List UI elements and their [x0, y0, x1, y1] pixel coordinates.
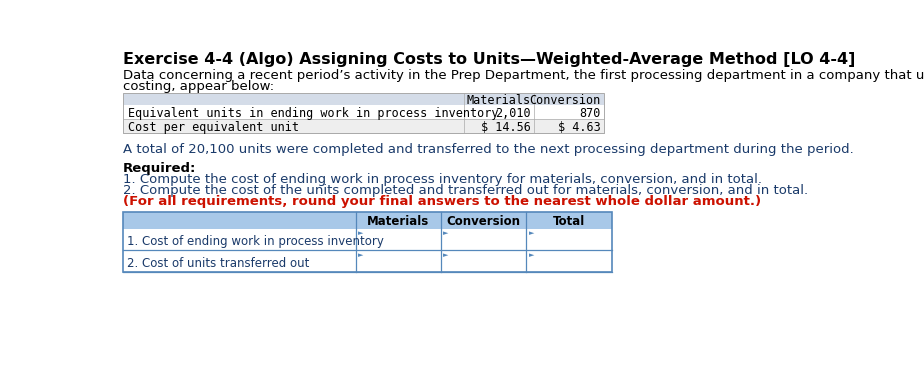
- Text: A total of 20,100 units were completed and transferred to the next processing de: A total of 20,100 units were completed a…: [123, 143, 854, 156]
- Bar: [123, 119, 603, 132]
- Text: 870: 870: [579, 107, 601, 120]
- Text: Cost per equivalent unit: Cost per equivalent unit: [128, 121, 298, 134]
- Text: ►: ►: [359, 252, 363, 258]
- Text: ►: ►: [359, 230, 363, 236]
- Text: 2. Compute the cost of the units completed and transferred out for materials, co: 2. Compute the cost of the units complet…: [123, 184, 808, 197]
- Text: ►: ►: [529, 230, 534, 236]
- Text: Conversion: Conversion: [529, 94, 601, 107]
- Text: ►: ►: [444, 230, 449, 236]
- Text: Equivalent units in ending work in process inventory: Equivalent units in ending work in proce…: [128, 107, 498, 120]
- Bar: [123, 105, 603, 119]
- Text: Conversion: Conversion: [446, 215, 520, 228]
- Text: $ 14.56: $ 14.56: [481, 121, 531, 134]
- Text: Materials: Materials: [467, 94, 531, 107]
- Text: (For all requirements, round your final answers to the nearest whole dollar amou: (For all requirements, round your final …: [123, 195, 761, 208]
- Bar: [123, 229, 612, 251]
- Text: Materials: Materials: [367, 215, 430, 228]
- Text: costing, appear below:: costing, appear below:: [123, 80, 274, 93]
- Text: ►: ►: [529, 252, 534, 258]
- Text: $ 4.63: $ 4.63: [558, 121, 601, 134]
- Text: Total: Total: [553, 215, 585, 228]
- Bar: [123, 93, 603, 132]
- Text: 2,010: 2,010: [495, 107, 531, 120]
- Text: Exercise 4-4 (Algo) Assigning Costs to Units—Weighted-Average Method [LO 4-4]: Exercise 4-4 (Algo) Assigning Costs to U…: [123, 52, 856, 68]
- Text: Required:: Required:: [123, 162, 197, 175]
- Bar: [123, 93, 603, 105]
- Text: Data concerning a recent period’s activity in the Prep Department, the first pro: Data concerning a recent period’s activi…: [123, 69, 924, 83]
- Text: 1. Cost of ending work in process inventory: 1. Cost of ending work in process invent…: [128, 235, 384, 248]
- Bar: [123, 212, 612, 272]
- Text: 1. Compute the cost of ending work in process inventory for materials, conversio: 1. Compute the cost of ending work in pr…: [123, 173, 762, 186]
- Bar: [123, 212, 612, 229]
- Text: ►: ►: [444, 252, 449, 258]
- Text: 2. Cost of units transferred out: 2. Cost of units transferred out: [128, 257, 310, 269]
- Bar: [123, 251, 612, 272]
